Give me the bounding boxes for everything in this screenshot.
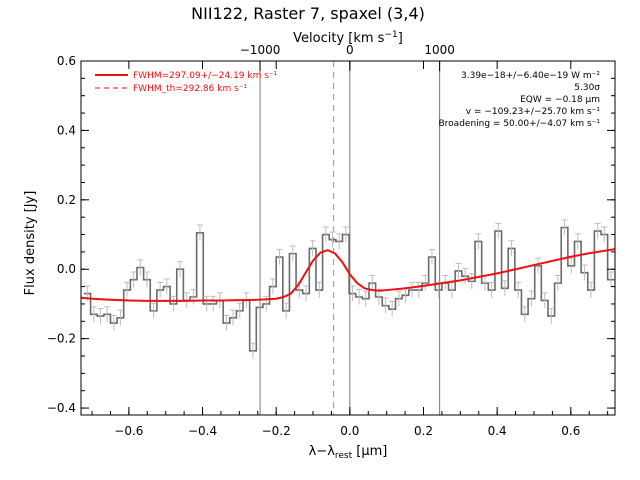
y-tick-label: 0.0 — [57, 262, 76, 276]
annotation-velocity: v = −109.23+/−25.70 km s⁻¹ — [466, 107, 601, 117]
annotation-eqw: EQW = −0.18 μm — [520, 95, 600, 105]
top-tick-label: −1000 — [240, 43, 281, 57]
x-tick-label: 0.4 — [488, 424, 507, 438]
top-tick-label: 1000 — [424, 43, 455, 57]
top-axis-label: Velocity [km s−1] — [293, 30, 403, 46]
chart-title: NII122, Raster 7, spaxel (3,4) — [191, 4, 425, 23]
x-tick-label: 0.2 — [414, 424, 433, 438]
annotations: 3.39e−18+/−6.40e−19 W m⁻² 5.30σ EQW = −0… — [439, 71, 601, 129]
x-tick-label: 0.0 — [340, 424, 359, 438]
y-tick-label: 0.6 — [57, 54, 76, 68]
x-tick-label: −0.2 — [262, 424, 291, 438]
fit-line — [80, 248, 616, 302]
annotation-flux: 3.39e−18+/−6.40e−19 W m⁻² — [461, 71, 600, 81]
annotation-broadening: Broadening = 50.00+/−4.07 km s⁻¹ — [439, 119, 601, 129]
legend-label-thermal: FWHM_th=292.86 km s⁻¹ — [133, 84, 248, 94]
plot-frame — [80, 60, 616, 416]
top-tick-label: 0 — [346, 43, 354, 57]
x-axis-label: λ−λrest [μm] — [309, 444, 388, 461]
x-tick-label: 0.6 — [561, 424, 580, 438]
legend: FWHM=297.09+/−24.19 km s⁻¹ FWHM_th=292.8… — [95, 71, 278, 94]
y-axis-label: Flux density [Jy] — [23, 191, 38, 296]
legend-label-fit: FWHM=297.09+/−24.19 km s⁻¹ — [133, 71, 278, 81]
x-tick-label: −0.4 — [188, 424, 217, 438]
y-tick-label: −0.4 — [47, 401, 76, 415]
y-tick-label: 0.2 — [57, 193, 76, 207]
y-tick-label: 0.4 — [57, 123, 76, 137]
y-tick-label: −0.2 — [47, 332, 76, 346]
data-spectrum-steps — [83, 226, 615, 352]
annotation-significance: 5.30σ — [574, 83, 600, 93]
x-tick-label: −0.6 — [114, 424, 143, 438]
